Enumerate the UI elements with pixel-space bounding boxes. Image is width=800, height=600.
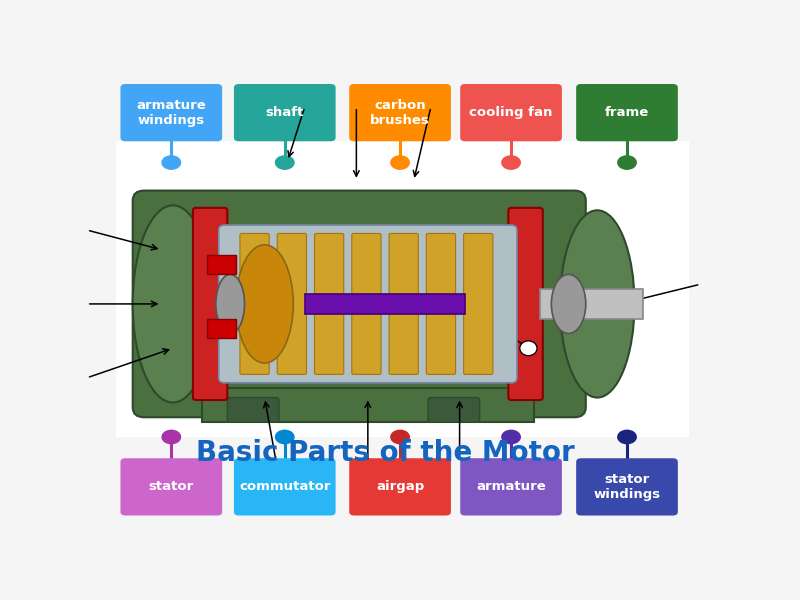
FancyBboxPatch shape bbox=[350, 458, 451, 515]
Text: commutator: commutator bbox=[239, 481, 330, 493]
FancyBboxPatch shape bbox=[350, 84, 451, 141]
Circle shape bbox=[501, 430, 521, 445]
FancyBboxPatch shape bbox=[115, 141, 689, 437]
Text: stator
windings: stator windings bbox=[594, 473, 661, 501]
Circle shape bbox=[390, 155, 410, 170]
FancyBboxPatch shape bbox=[234, 84, 336, 141]
Circle shape bbox=[390, 430, 410, 445]
FancyBboxPatch shape bbox=[121, 458, 222, 515]
Text: armature: armature bbox=[476, 481, 546, 493]
Circle shape bbox=[617, 155, 637, 170]
Circle shape bbox=[617, 430, 637, 445]
Text: armature
windings: armature windings bbox=[137, 98, 206, 127]
FancyBboxPatch shape bbox=[576, 84, 678, 141]
Text: shaft: shaft bbox=[266, 106, 304, 119]
Text: frame: frame bbox=[605, 106, 649, 119]
FancyBboxPatch shape bbox=[121, 84, 222, 141]
Text: carbon
brushes: carbon brushes bbox=[370, 98, 430, 127]
Circle shape bbox=[275, 430, 294, 445]
FancyBboxPatch shape bbox=[234, 458, 336, 515]
FancyBboxPatch shape bbox=[576, 458, 678, 515]
Circle shape bbox=[162, 155, 182, 170]
Circle shape bbox=[162, 430, 182, 445]
Text: stator: stator bbox=[149, 481, 194, 493]
Text: Basic Parts of the Motor: Basic Parts of the Motor bbox=[196, 439, 574, 467]
Circle shape bbox=[275, 155, 294, 170]
Circle shape bbox=[501, 155, 521, 170]
Text: airgap: airgap bbox=[376, 481, 424, 493]
FancyBboxPatch shape bbox=[460, 84, 562, 141]
FancyBboxPatch shape bbox=[460, 458, 562, 515]
Text: cooling fan: cooling fan bbox=[470, 106, 553, 119]
